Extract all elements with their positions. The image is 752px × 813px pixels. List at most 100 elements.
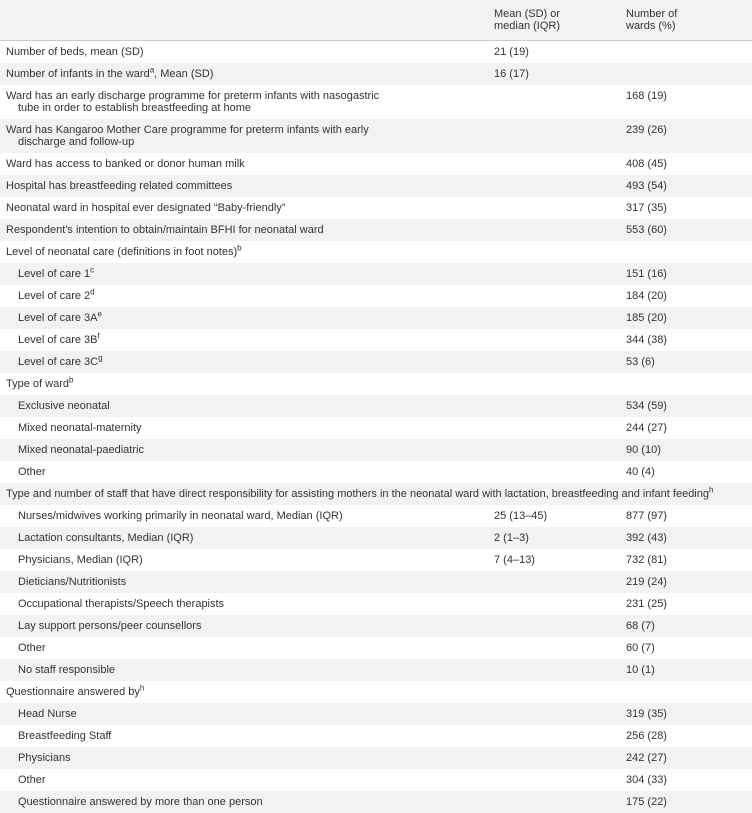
row-mean: 16 (17) — [488, 63, 620, 85]
table-row: Other 60 (7) — [0, 637, 752, 659]
row-wards — [620, 681, 752, 703]
row-label: Occupational therapists/Speech therapist… — [0, 593, 488, 615]
table-row: Type and number of staff that have direc… — [0, 483, 752, 505]
row-wards: 319 (35) — [620, 703, 752, 725]
row-wards — [620, 373, 752, 395]
row-mean — [488, 725, 620, 747]
row-label: Respondent's intention to obtain/maintai… — [0, 219, 488, 241]
row-wards: 304 (33) — [620, 769, 752, 791]
row-label: Neonatal ward in hospital ever designate… — [0, 197, 488, 219]
row-label: Level of neonatal care (definitions in f… — [0, 241, 488, 263]
table-row: Exclusive neonatal 534 (59) — [0, 395, 752, 417]
label-pre: Level of care 3A — [18, 312, 98, 324]
row-mean: 2 (1–3) — [488, 527, 620, 549]
table-row: Number of infants in the warda, Mean (SD… — [0, 63, 752, 85]
row-mean — [488, 119, 620, 153]
table-row: Type of wardb — [0, 373, 752, 395]
row-label: Questionnaire answered byh — [0, 681, 488, 703]
row-wards: 732 (81) — [620, 549, 752, 571]
row-wards: 244 (27) — [620, 417, 752, 439]
row-label: Exclusive neonatal — [0, 395, 488, 417]
row-wards: 90 (10) — [620, 439, 752, 461]
row-label: Ward has Kangaroo Mother Care programme … — [0, 119, 488, 153]
row-wards: 68 (7) — [620, 615, 752, 637]
table-row: Nurses/midwives working primarily in neo… — [0, 505, 752, 527]
label-sup: c — [90, 265, 94, 274]
row-wards: 256 (28) — [620, 725, 752, 747]
row-mean: 25 (13–45) — [488, 505, 620, 527]
row-label: Other — [0, 769, 488, 791]
row-label: Other — [0, 637, 488, 659]
label-pre: Type of ward — [6, 378, 69, 390]
row-mean — [488, 351, 620, 373]
row-wards: 184 (20) — [620, 285, 752, 307]
row-mean — [488, 593, 620, 615]
label-pre: Level of care 2 — [18, 290, 90, 302]
row-label: Ward has an early discharge programme fo… — [0, 85, 488, 119]
table-row: Number of beds, mean (SD) 21 (19) — [0, 41, 752, 64]
row-label: Lay support persons/peer counsellors — [0, 615, 488, 637]
table-row: Dieticians/Nutritionists 219 (24) — [0, 571, 752, 593]
row-label: Dieticians/Nutritionists — [0, 571, 488, 593]
row-wards: 408 (45) — [620, 153, 752, 175]
table-row: Hospital has breastfeeding related commi… — [0, 175, 752, 197]
row-mean — [488, 615, 620, 637]
row-mean — [488, 219, 620, 241]
row-mean — [488, 637, 620, 659]
table-row: Respondent's intention to obtain/maintai… — [0, 219, 752, 241]
row-mean: 21 (19) — [488, 41, 620, 64]
table-row: Lay support persons/peer counsellors 68 … — [0, 615, 752, 637]
row-wards — [620, 41, 752, 64]
label-pre: Type and number of staff that have direc… — [6, 488, 709, 500]
row-mean: 7 (4–13) — [488, 549, 620, 571]
row-label: Type of wardb — [0, 373, 488, 395]
row-wards: 168 (19) — [620, 85, 752, 119]
row-label: Type and number of staff that have direc… — [0, 483, 752, 505]
row-label: Questionnaire answered by more than one … — [0, 791, 488, 813]
row-mean — [488, 703, 620, 725]
label-line2: tube in order to establish breastfeeding… — [6, 102, 251, 114]
row-label: Level of care 3Ae — [0, 307, 488, 329]
row-mean — [488, 373, 620, 395]
row-mean — [488, 197, 620, 219]
table-row: Neonatal ward in hospital ever designate… — [0, 197, 752, 219]
table-row: Level of neonatal care (definitions in f… — [0, 241, 752, 263]
row-mean — [488, 263, 620, 285]
row-mean — [488, 85, 620, 119]
table-row: Level of care 1c 151 (16) — [0, 263, 752, 285]
table-row: Mixed neonatal‐paediatric 90 (10) — [0, 439, 752, 461]
row-mean — [488, 285, 620, 307]
col-mean-line2: median (IQR) — [494, 20, 560, 32]
label-sup: h — [709, 485, 713, 494]
row-wards: 493 (54) — [620, 175, 752, 197]
row-mean — [488, 153, 620, 175]
table-row: Ward has access to banked or donor human… — [0, 153, 752, 175]
table-row: Level of care 2d 184 (20) — [0, 285, 752, 307]
label-sup: g — [98, 353, 102, 362]
row-label: Mixed neonatal‐paediatric — [0, 439, 488, 461]
row-mean — [488, 461, 620, 483]
label-sup: e — [98, 309, 102, 318]
row-label: Hospital has breastfeeding related commi… — [0, 175, 488, 197]
col-label-header — [0, 0, 488, 41]
row-mean — [488, 439, 620, 461]
row-mean — [488, 395, 620, 417]
label-post: , Mean (SD) — [154, 68, 213, 80]
row-wards: 392 (43) — [620, 527, 752, 549]
table-row: No staff responsible 10 (1) — [0, 659, 752, 681]
table-row: Ward has an early discharge programme fo… — [0, 85, 752, 119]
row-label: Level of care 3Cg — [0, 351, 488, 373]
table-row: Questionnaire answered byh — [0, 681, 752, 703]
row-wards: 219 (24) — [620, 571, 752, 593]
row-mean — [488, 175, 620, 197]
row-label: Number of infants in the warda, Mean (SD… — [0, 63, 488, 85]
row-label: No staff responsible — [0, 659, 488, 681]
row-wards: 239 (26) — [620, 119, 752, 153]
row-label: Level of care 1c — [0, 263, 488, 285]
label-sup: b — [237, 243, 241, 252]
label-sup: b — [69, 375, 73, 384]
table-row: Breastfeeding Staff 256 (28) — [0, 725, 752, 747]
row-mean — [488, 769, 620, 791]
table-row: Other 304 (33) — [0, 769, 752, 791]
table-row: Mixed neonatal‐maternity 244 (27) — [0, 417, 752, 439]
